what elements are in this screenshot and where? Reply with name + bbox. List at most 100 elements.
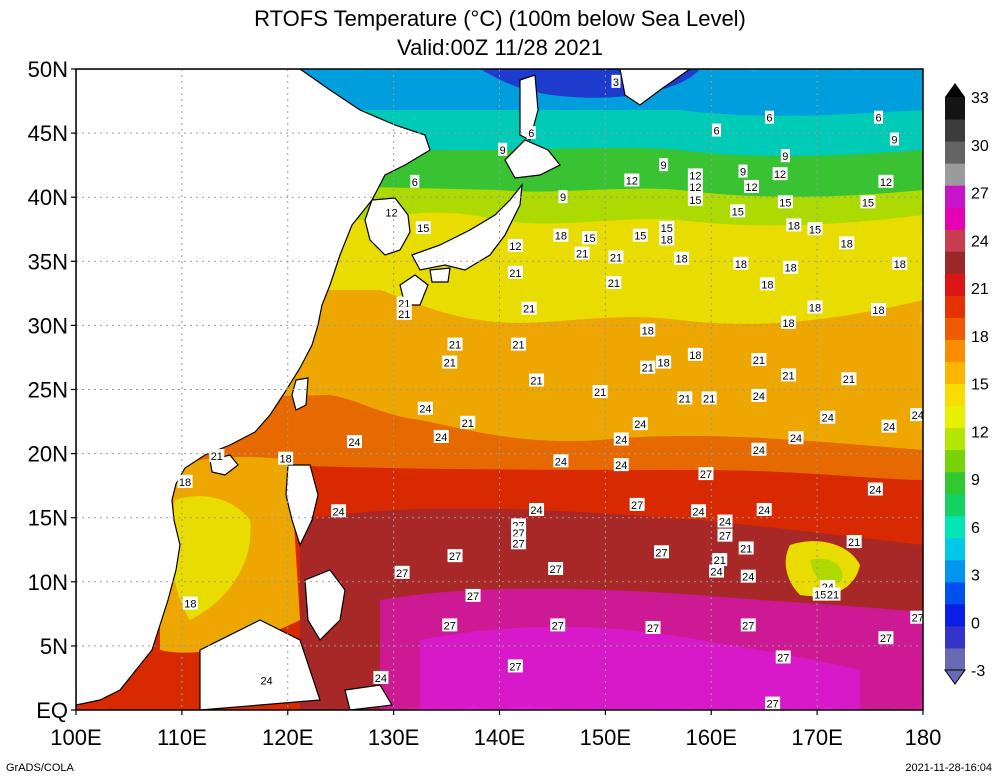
contour-label: 24 — [346, 435, 362, 449]
software-credit: GrADS/COLA — [6, 762, 74, 774]
contour-label: 18 — [807, 300, 823, 314]
contour-label-box — [659, 158, 669, 172]
contour-label-text: 15 — [779, 197, 791, 209]
contour-label-text: 21 — [462, 418, 474, 430]
colorbar-label: 21 — [971, 281, 989, 298]
contour-label-box — [373, 670, 389, 684]
contour-label: 12 — [743, 179, 759, 194]
lon-tick-label: 160E — [686, 725, 737, 750]
colorbar-segment — [945, 251, 965, 274]
contour-label-text: 21 — [523, 304, 535, 316]
colorbar-min-arrow — [944, 669, 966, 685]
contour-label-box — [417, 401, 433, 415]
contour-label-box — [674, 251, 690, 265]
contour-label: 27 — [653, 545, 669, 559]
contour-label-box — [396, 296, 412, 310]
contour-label: 15 — [777, 195, 793, 209]
lon-tick-label: 140E — [474, 725, 525, 750]
contour-label: 24 — [881, 419, 897, 434]
lon-tick-label: 110E — [157, 725, 207, 750]
contour-label-text: 12 — [689, 170, 701, 182]
lon-tick-label: 130E — [368, 725, 419, 750]
contour-label-box — [751, 353, 767, 367]
contour-label-text: 27 — [631, 500, 643, 512]
lat-tick-label: 45N — [28, 121, 68, 146]
contour-label-box — [756, 503, 772, 517]
contour-label-text: 21 — [509, 268, 521, 280]
contour-label-text: 6 — [412, 177, 418, 189]
contour-label-box — [874, 110, 884, 124]
contour-label-box — [447, 549, 463, 563]
contour-label-box — [656, 355, 672, 369]
contour-label: 24 — [613, 458, 629, 472]
colorbar-label: 3 — [971, 568, 980, 585]
contour-label-text: 27 — [647, 623, 659, 635]
lat-tick-label: 5N — [40, 634, 68, 659]
sakhalin — [519, 74, 539, 141]
contour-label-box — [691, 504, 707, 518]
lon-tick-label: 150E — [580, 725, 631, 750]
contour-label-box — [613, 432, 629, 446]
contour-label: 21 — [507, 265, 523, 280]
contour-label-box — [511, 337, 527, 351]
contour-label-box — [841, 372, 857, 386]
contour-label-box — [687, 347, 703, 361]
contour-label: 18 — [553, 228, 569, 243]
contour-label-text: 24 — [634, 419, 646, 431]
colorbar-segment — [945, 295, 965, 318]
contour-label-box — [511, 526, 527, 540]
colorbar-segment — [945, 361, 965, 384]
contour-label: 18 — [759, 277, 775, 291]
contour-label-text: 15 — [809, 224, 821, 236]
contour-label-text: 21 — [642, 363, 654, 375]
contour-label-text: 18 — [782, 318, 794, 330]
contour-label-text: 12 — [774, 169, 786, 181]
contour-label: 24 — [613, 432, 629, 446]
contour-label-text: 9 — [782, 151, 788, 163]
contour-label-box — [780, 149, 790, 163]
contour-label-box — [712, 553, 728, 567]
contour-label-text: 27 — [742, 620, 754, 632]
contour-label-text: 27 — [512, 538, 524, 550]
contour-label-text: 21 — [512, 340, 524, 352]
contour-label-text: 21 — [740, 543, 752, 555]
lon-tick-label: 120E — [262, 725, 313, 750]
contour-label: 9 — [780, 149, 790, 163]
mindanao — [304, 569, 346, 641]
contour-label-box — [396, 306, 412, 320]
contour-label-box — [653, 545, 669, 559]
contour-label-text: 24 — [555, 456, 567, 468]
contour-label: 27 — [740, 618, 756, 632]
contour-label: 12 — [878, 174, 894, 189]
contour-label-box — [889, 132, 899, 146]
contour-label: 21 — [396, 306, 412, 321]
contour-label-box — [640, 360, 656, 374]
contour-label-box — [278, 451, 294, 465]
colorbar-segment — [945, 141, 965, 164]
contour-label: 27 — [698, 467, 714, 481]
contour-label: 18 — [687, 347, 703, 362]
kamchatka — [619, 69, 692, 106]
lat-tick-label: 40N — [28, 185, 68, 210]
contour-label: 21 — [592, 385, 608, 399]
contour-label-box — [608, 250, 624, 264]
contour-label-box — [910, 610, 923, 624]
contour-label-box — [765, 696, 781, 710]
contour-label-text: 24 — [615, 460, 627, 472]
contour-label-text: 21 — [753, 355, 765, 367]
contour-label-text: 18 — [788, 220, 800, 232]
contour-label: 24 — [820, 410, 836, 425]
contour-label-text: 9 — [661, 160, 667, 172]
contour-label-text: 15 — [732, 206, 744, 218]
contour-label-text: 27 — [700, 469, 712, 481]
contour-label: 15 — [632, 228, 648, 243]
contour-label-box — [645, 620, 661, 634]
contour-label: 24 — [788, 431, 804, 445]
contour-label-box — [346, 435, 362, 449]
contour-label-text: 21 — [576, 249, 588, 261]
graticule — [76, 69, 923, 710]
contour-label: 27 — [511, 536, 527, 550]
colorbar-segment — [945, 207, 965, 230]
contour-label: 21 — [574, 246, 590, 261]
contour-label-box — [507, 265, 523, 279]
